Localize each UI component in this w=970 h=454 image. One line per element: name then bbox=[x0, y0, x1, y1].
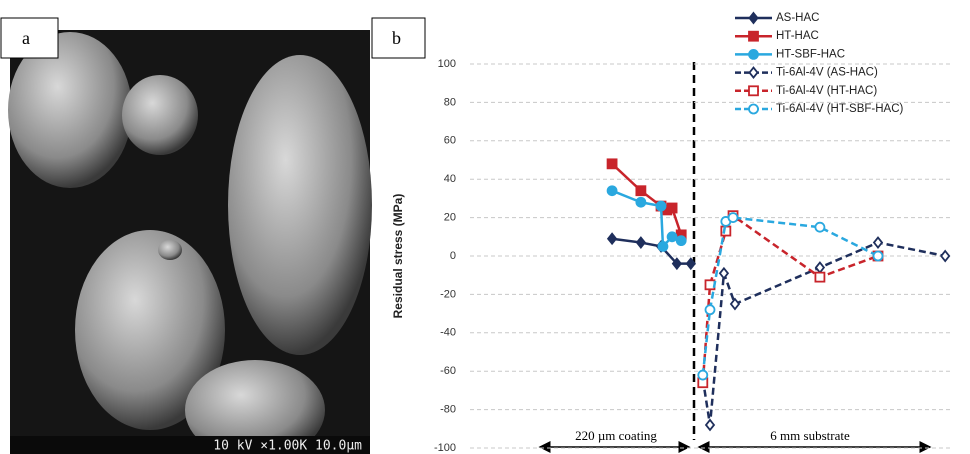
marker bbox=[748, 85, 759, 97]
marker bbox=[655, 200, 667, 212]
marker bbox=[814, 221, 826, 233]
annotation: 220 µm coating bbox=[575, 428, 657, 443]
y-tick-label: 20 bbox=[444, 212, 456, 224]
marker bbox=[704, 279, 716, 291]
legend-label: HT-HAC bbox=[776, 30, 819, 42]
marker bbox=[635, 236, 647, 250]
panel-label-box bbox=[0, 17, 59, 59]
legend-label: Ti-6Al-4V (AS-HAC) bbox=[776, 67, 878, 79]
marker bbox=[748, 66, 759, 80]
series-line bbox=[701, 241, 946, 426]
marker bbox=[748, 11, 759, 25]
panel-label: b bbox=[392, 28, 401, 48]
marker bbox=[872, 250, 884, 262]
y-tick-label: 0 bbox=[450, 250, 456, 262]
marker bbox=[704, 418, 716, 432]
legend-label: AS-HAC bbox=[776, 12, 819, 24]
panel-label-box bbox=[371, 17, 426, 59]
legend-label: HT-SBF-HAC bbox=[776, 48, 845, 60]
marker bbox=[635, 185, 647, 197]
marker bbox=[635, 196, 647, 208]
marker bbox=[671, 257, 683, 271]
marker bbox=[685, 257, 696, 271]
y-tick-label: 60 bbox=[444, 135, 456, 147]
panel-label: a bbox=[22, 28, 30, 48]
marker bbox=[729, 297, 741, 311]
y-tick-label: 100 bbox=[438, 58, 456, 70]
y-tick-label: -100 bbox=[434, 442, 456, 454]
series bbox=[697, 210, 884, 389]
legend-label: Ti-6Al-4V (HT-HAC) bbox=[776, 85, 877, 97]
marker bbox=[748, 103, 759, 115]
marker bbox=[940, 249, 951, 263]
series bbox=[697, 236, 951, 432]
y-tick-label: 40 bbox=[444, 173, 456, 185]
marker bbox=[748, 49, 759, 60]
marker bbox=[666, 231, 678, 243]
series-line bbox=[701, 216, 879, 376]
series-line bbox=[701, 213, 879, 383]
series bbox=[697, 212, 884, 381]
marker bbox=[727, 212, 739, 224]
series bbox=[606, 185, 687, 252]
sem-caption: 10 kV ×1.00K 10.0µm bbox=[213, 439, 362, 454]
marker bbox=[748, 30, 759, 42]
marker bbox=[814, 261, 826, 274]
marker bbox=[718, 266, 730, 280]
legend-label: Ti-6Al-4V (HT-SBF-HAC) bbox=[776, 103, 904, 115]
marker bbox=[872, 236, 884, 250]
marker bbox=[606, 185, 618, 197]
marker bbox=[814, 271, 826, 283]
marker bbox=[675, 235, 687, 247]
y-tick-label: -80 bbox=[440, 404, 456, 416]
y-axis-label: Residual stress (MPa) bbox=[391, 194, 405, 319]
marker bbox=[704, 304, 716, 316]
marker bbox=[606, 232, 618, 246]
series-line bbox=[611, 162, 683, 236]
sem-image: 10 kV ×1.00K 10.0µm bbox=[8, 30, 372, 454]
marker bbox=[606, 158, 618, 170]
y-tick-label: -20 bbox=[440, 288, 456, 300]
marker bbox=[666, 202, 678, 214]
y-tick-label: -40 bbox=[440, 327, 456, 339]
annotation: 6 mm substrate bbox=[770, 428, 850, 443]
marker bbox=[657, 240, 669, 252]
marker bbox=[697, 369, 709, 381]
y-tick-label: 80 bbox=[444, 96, 456, 108]
series bbox=[606, 158, 687, 241]
y-tick-label: -60 bbox=[440, 365, 456, 377]
